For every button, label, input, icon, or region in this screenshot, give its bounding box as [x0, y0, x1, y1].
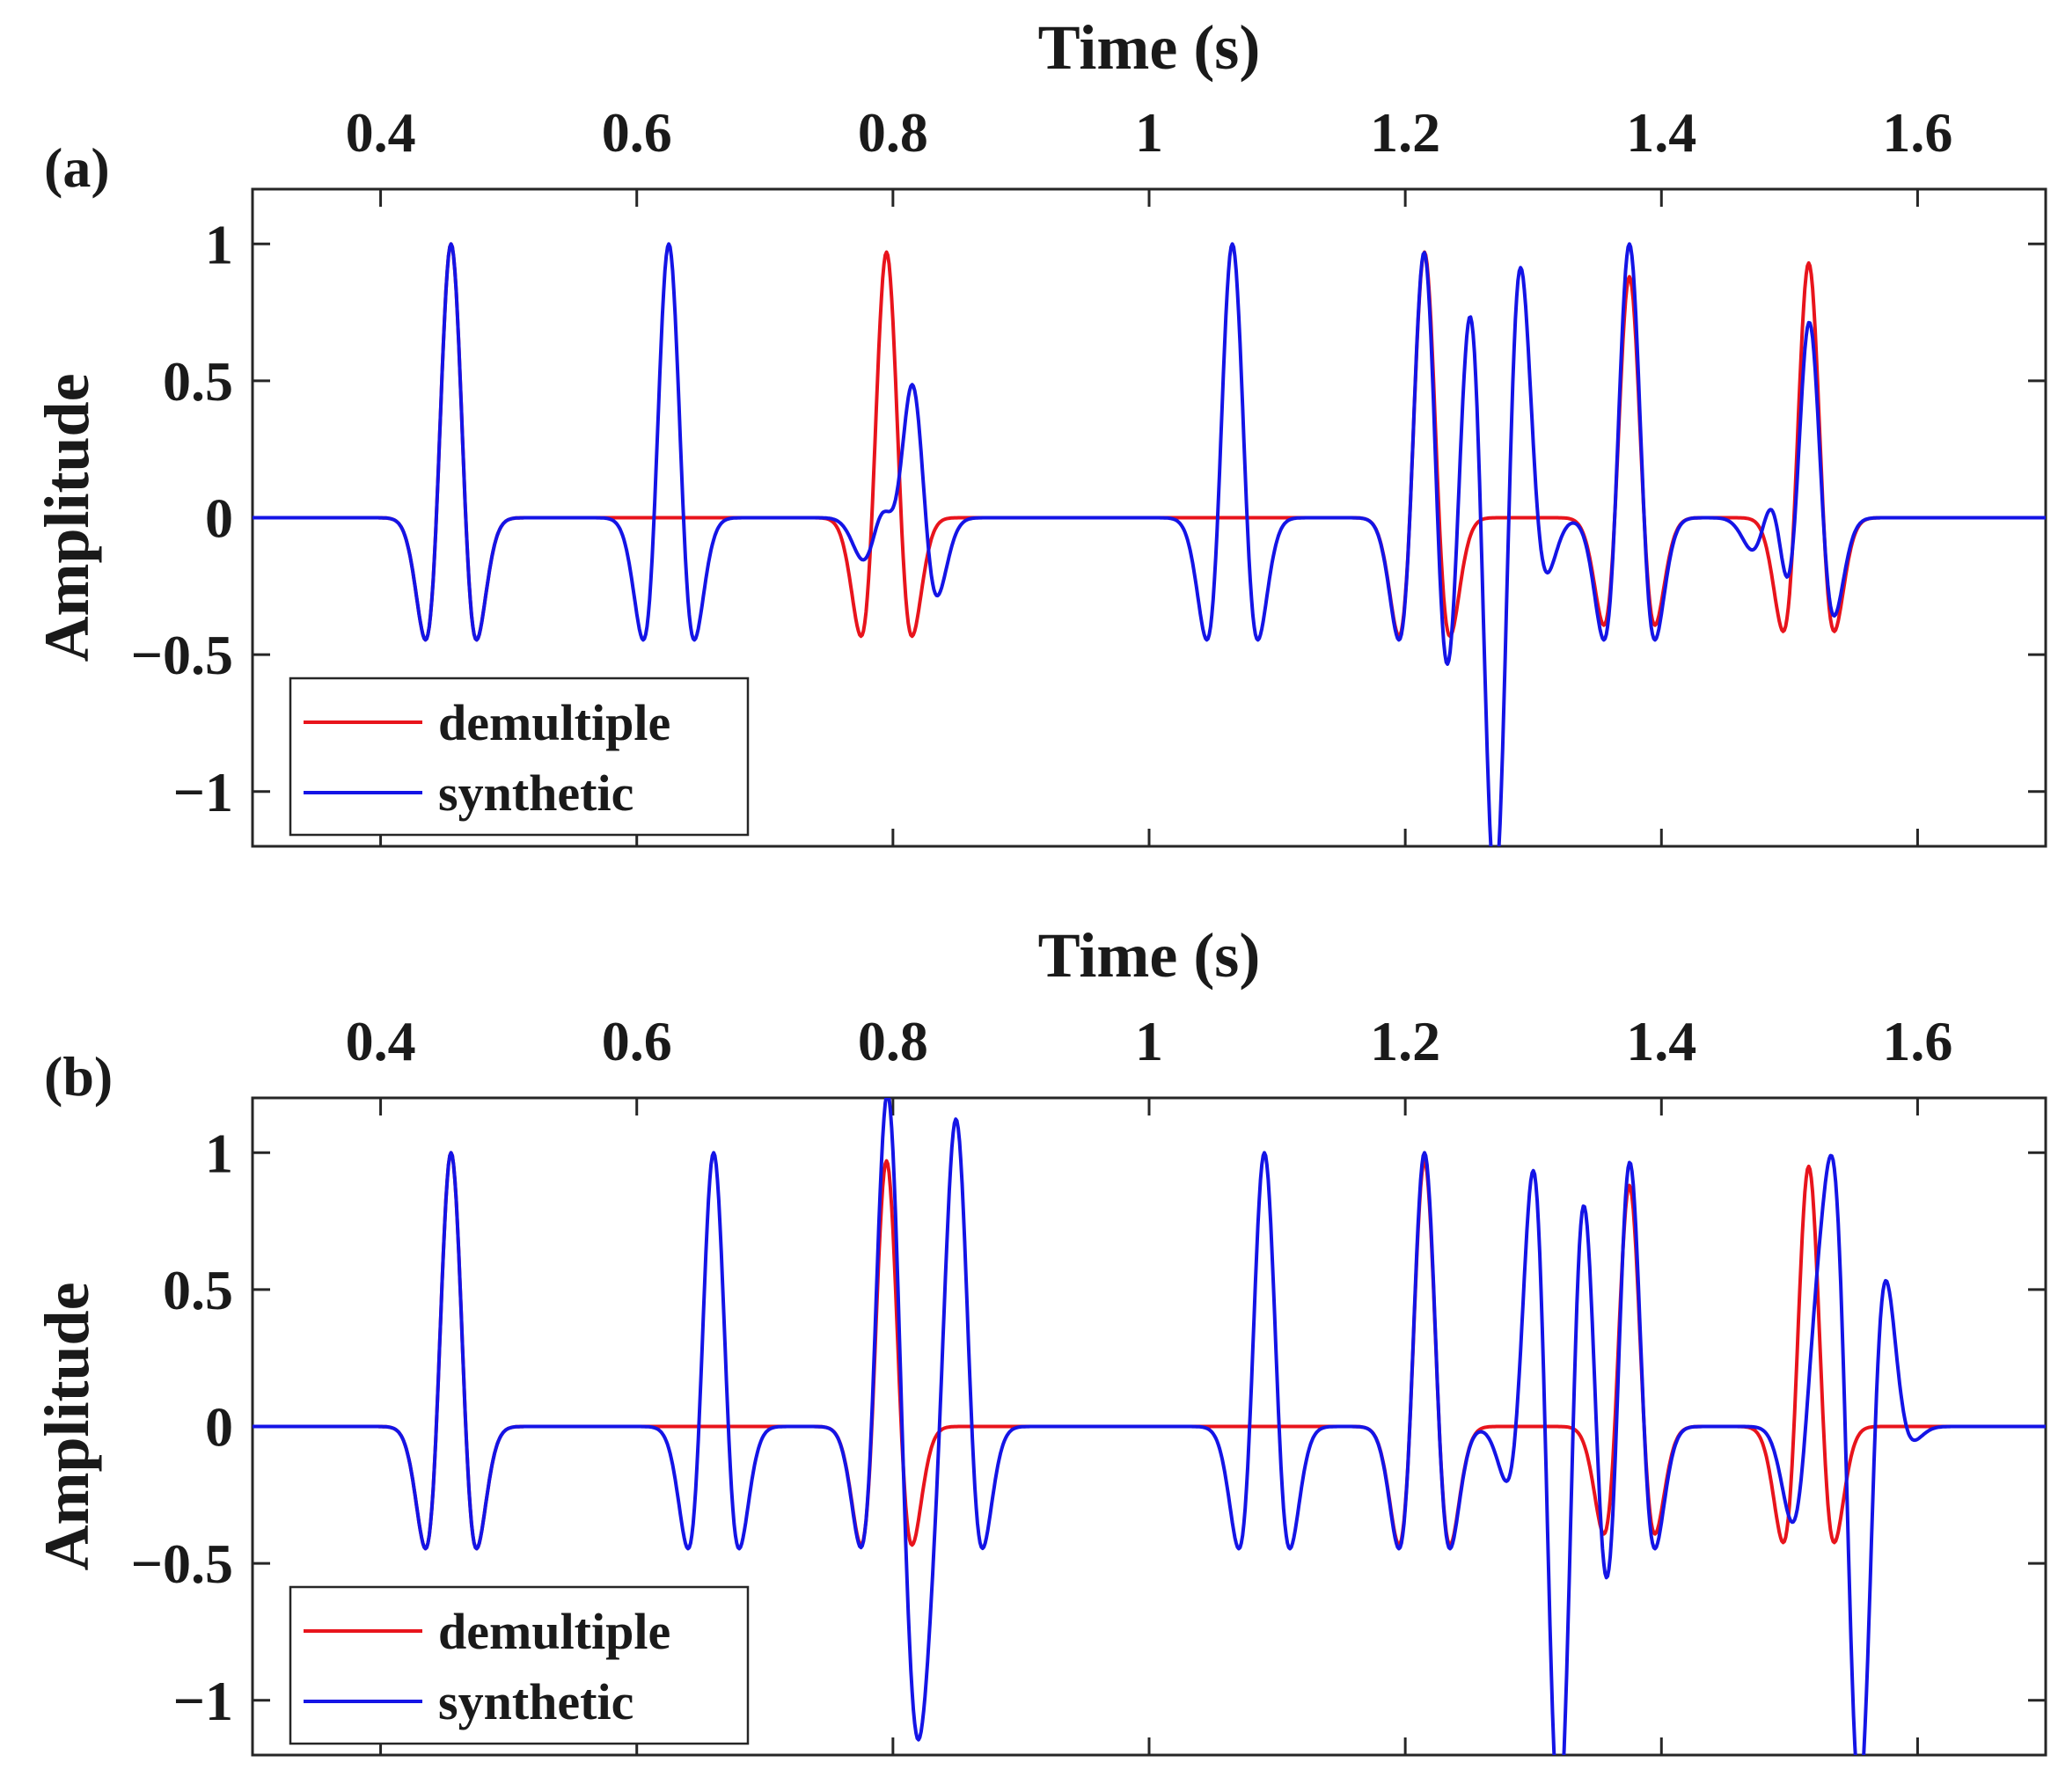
panel-b: 0.4 0.6 0.8 1 1.2 1.4 1.6 1 0.5 0 −0.5 −1 Time (s) Am…: [32, 920, 2047, 1757]
series-line-synthetic: [253, 1098, 2046, 1755]
panel-label: (a): [44, 136, 110, 199]
series-group: [253, 242, 2046, 846]
legend-label-synthetic: synthetic: [438, 764, 634, 822]
y-tick-label: 0.5: [163, 1259, 233, 1321]
x-tick-label: 0.4: [346, 101, 416, 164]
y-axis-title: Amplitude: [32, 1282, 102, 1570]
y-tick-label: −0.5: [131, 1532, 233, 1595]
y-tick-label: −1: [173, 761, 233, 823]
x-tick-label: 1.4: [1626, 1010, 1696, 1072]
legend: demultiple synthetic: [289, 677, 750, 837]
y-tick-label: 1: [205, 1122, 233, 1184]
x-tick-label: 1.4: [1626, 101, 1696, 164]
series-line-demultiple: [253, 242, 2046, 642]
y-tick-label: −1: [173, 1670, 233, 1732]
legend-label-synthetic: synthetic: [438, 1673, 634, 1730]
x-tick-label: 0.6: [602, 101, 672, 164]
y-tick-label: −0.5: [131, 624, 233, 686]
series-line-synthetic: [253, 242, 2046, 846]
panel-label: (b): [44, 1045, 113, 1108]
x-tick-label: 1.2: [1370, 101, 1440, 164]
y-tick-label: 0: [205, 1396, 233, 1459]
y-tick-label: 1: [205, 213, 233, 275]
x-tick-label: 1.2: [1370, 1010, 1440, 1072]
legend: demultiple synthetic: [289, 1585, 750, 1745]
x-tick-label: 1.6: [1882, 1010, 1952, 1072]
x-tick-label: 0.8: [858, 101, 928, 164]
x-axis-title: Time (s): [1038, 12, 1261, 83]
x-axis-title: Time (s): [1038, 920, 1261, 991]
x-tick-label: 1.6: [1882, 101, 1952, 164]
series-group: [253, 1098, 2046, 1755]
legend-box: [289, 1585, 750, 1745]
x-tick-label: 0.4: [346, 1010, 416, 1072]
x-tick-label: 0.8: [858, 1010, 928, 1072]
legend-box: [289, 677, 750, 837]
legend-label-demultiple: demultiple: [438, 694, 670, 751]
x-tick-label: 1: [1135, 1010, 1163, 1072]
y-tick-label: 0.5: [163, 350, 233, 413]
series-line-demultiple: [253, 1151, 2046, 1551]
x-tick-label: 0.6: [602, 1010, 672, 1072]
legend-label-demultiple: demultiple: [438, 1603, 670, 1660]
panel-a: 0.4 0.6 0.8 1 1.2 1.4 1.6 1 0.5 0 −0.5 −1 Time (s) Am…: [32, 12, 2047, 848]
y-axis-title: Amplitude: [32, 373, 102, 662]
y-tick-label: 0: [205, 487, 233, 550]
x-tick-label: 1: [1135, 101, 1163, 164]
